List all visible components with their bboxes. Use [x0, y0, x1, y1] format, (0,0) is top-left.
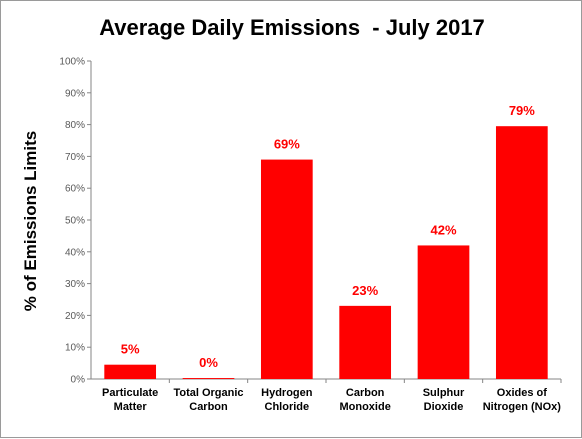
- data-label: 23%: [352, 283, 378, 298]
- x-tick-label: Hydrogen: [261, 387, 313, 399]
- bar: [339, 305, 392, 379]
- data-label: 5%: [121, 342, 140, 357]
- chart-title: Average Daily Emissions - July 2017: [99, 15, 485, 40]
- bar: [104, 364, 157, 379]
- x-tick-label: Sulphur: [423, 387, 465, 399]
- x-tick-label: Chloride: [265, 401, 310, 413]
- bar: [417, 245, 470, 379]
- x-tick-label: Carbon: [189, 401, 228, 413]
- bar: [182, 378, 235, 379]
- y-tick-label: 50%: [65, 216, 85, 227]
- y-tick-label: 60%: [65, 184, 85, 195]
- y-tick-label: 20%: [65, 311, 85, 322]
- x-tick-label: Oxides of: [497, 387, 547, 399]
- x-tick-label: Particulate: [102, 387, 158, 399]
- data-label: 42%: [430, 222, 456, 237]
- data-label: 0%: [199, 355, 218, 370]
- y-tick-label: 10%: [65, 343, 85, 354]
- bar: [495, 126, 548, 379]
- y-tick-label: 40%: [65, 247, 85, 258]
- y-tick-label: 100%: [59, 57, 85, 68]
- data-label: 69%: [274, 137, 300, 152]
- y-tick-label: 0%: [71, 375, 86, 386]
- y-tick-label: 30%: [65, 279, 85, 290]
- x-tick-label: Monoxide: [339, 401, 390, 413]
- y-tick-label: 80%: [65, 120, 85, 131]
- x-tick-label: Dioxide: [424, 401, 464, 413]
- y-tick-label: 90%: [65, 88, 85, 99]
- bar: [260, 159, 313, 379]
- data-label: 79%: [509, 103, 535, 118]
- x-tick-label: Nitrogen (NOx): [483, 401, 562, 413]
- x-tick-label: Matter: [114, 401, 148, 413]
- x-tick-label: Carbon: [346, 387, 385, 399]
- x-tick-label: Total Organic: [173, 387, 243, 399]
- y-tick-label: 70%: [65, 152, 85, 163]
